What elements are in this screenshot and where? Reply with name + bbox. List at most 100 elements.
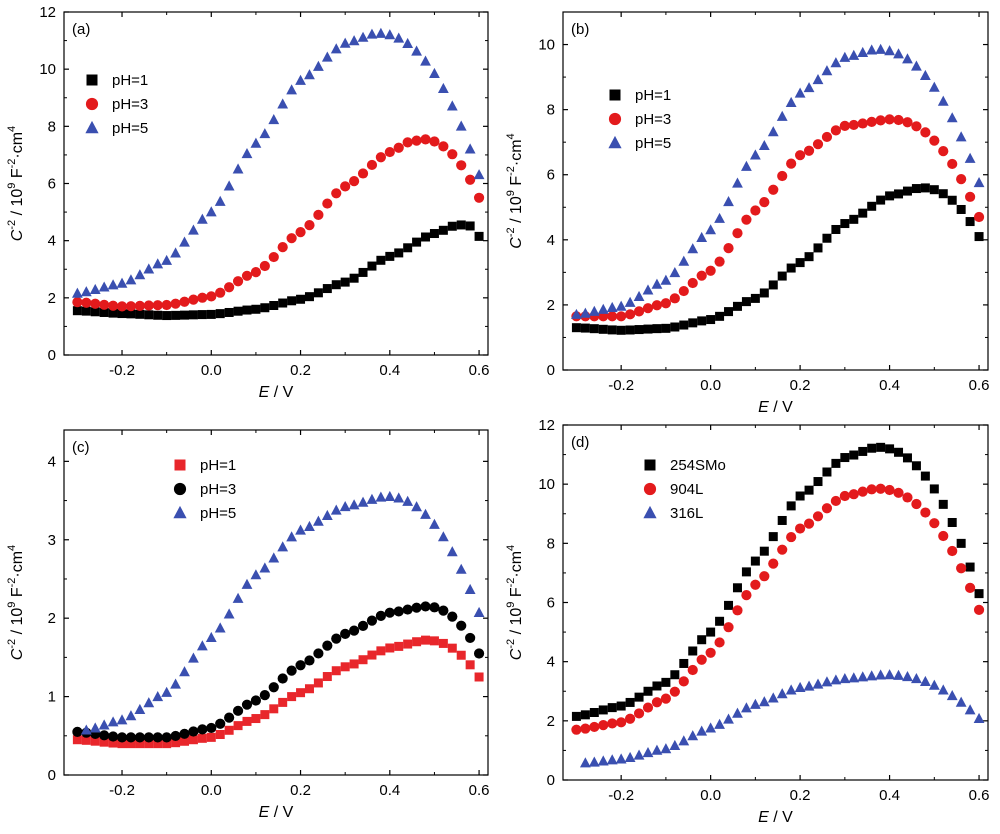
data-point: [241, 699, 253, 710]
data-point: [357, 620, 369, 632]
data-point: [929, 518, 940, 529]
data-point: [652, 681, 662, 691]
data-point: [268, 113, 280, 125]
data-point: [839, 490, 850, 502]
data-point: [366, 615, 378, 626]
data-point: [393, 142, 404, 153]
legend-marker: [609, 89, 621, 101]
y-axis-label: C-2 / 109 F-2·cm4: [505, 133, 525, 248]
y-tick-label: 12: [538, 417, 555, 434]
data-point: [821, 131, 833, 143]
data-point: [339, 500, 351, 512]
x-tick-label: 0.6: [469, 782, 490, 799]
data-point: [598, 719, 609, 731]
data-point: [287, 296, 297, 306]
data-point: [651, 300, 663, 311]
data-point: [597, 303, 609, 314]
data-point: [348, 499, 360, 510]
data-point: [625, 713, 636, 724]
data-point: [170, 678, 181, 689]
data-point: [705, 265, 716, 276]
x-axis-label: E / V: [758, 399, 793, 416]
data-point: [385, 643, 395, 653]
data-point: [251, 714, 261, 724]
data-point: [108, 738, 118, 748]
data-point: [974, 589, 984, 599]
data-point: [465, 221, 475, 231]
data-point: [768, 184, 779, 195]
data-point: [438, 225, 448, 235]
data-point: [696, 270, 707, 281]
data-point: [321, 509, 333, 520]
data-point: [885, 444, 895, 454]
y-axis-label-part: -2: [505, 639, 517, 649]
data-point: [197, 310, 207, 320]
data-point: [286, 84, 298, 95]
data-point: [72, 306, 82, 316]
data-point: [224, 712, 235, 723]
y-tick-label: 0: [48, 767, 56, 784]
data-point: [375, 610, 386, 622]
data-point: [117, 309, 127, 319]
series-904L: [571, 483, 985, 735]
data-point: [393, 606, 404, 617]
data-point: [947, 195, 957, 205]
data-point: [321, 51, 333, 62]
data-point: [196, 640, 208, 651]
data-point: [384, 29, 396, 40]
data-point: [715, 616, 725, 626]
data-point: [420, 55, 431, 66]
data-point: [277, 541, 289, 552]
data-point: [473, 192, 485, 203]
data-point: [206, 732, 216, 742]
data-point: [296, 294, 306, 304]
data-point: [768, 280, 778, 290]
y-tick-label: 2: [547, 297, 555, 314]
data-point: [455, 563, 467, 574]
data-point: [143, 732, 154, 743]
data-point: [250, 695, 262, 706]
data-point: [179, 236, 190, 247]
data-point: [803, 680, 815, 691]
data-point: [803, 518, 815, 529]
data-point: [911, 184, 921, 194]
data-point: [687, 277, 698, 289]
data-point: [697, 316, 707, 326]
data-point: [474, 231, 484, 241]
data-point: [902, 492, 913, 503]
data-point: [839, 51, 851, 62]
data-point: [749, 149, 761, 160]
legend-marker: [174, 459, 186, 471]
data-point: [367, 650, 377, 660]
data-point: [421, 635, 431, 645]
data-point: [669, 293, 680, 304]
data-point: [848, 49, 860, 60]
data-point: [99, 737, 109, 747]
data-point: [571, 308, 582, 319]
data-point: [447, 221, 457, 231]
data-point: [331, 188, 342, 199]
data-point: [625, 697, 635, 707]
data-point: [437, 82, 449, 93]
data-point: [205, 206, 217, 217]
data-point: [375, 152, 386, 163]
data-point: [224, 282, 235, 293]
data-point: [339, 37, 351, 48]
data-point: [170, 730, 181, 742]
data-point: [135, 739, 145, 749]
data-point: [304, 655, 315, 666]
data-point: [732, 177, 743, 188]
data-point: [446, 100, 458, 111]
series-pH=3: [72, 601, 485, 743]
data-point: [633, 708, 645, 719]
data-point: [420, 601, 431, 612]
data-point: [107, 300, 119, 311]
data-point: [446, 546, 458, 557]
data-point: [394, 248, 404, 258]
x-tick-label: 0.2: [290, 362, 311, 379]
data-point: [402, 37, 414, 49]
data-point: [956, 204, 966, 214]
data-point: [616, 311, 627, 322]
y-tick-label: 10: [39, 61, 56, 78]
data-point: [304, 69, 315, 80]
